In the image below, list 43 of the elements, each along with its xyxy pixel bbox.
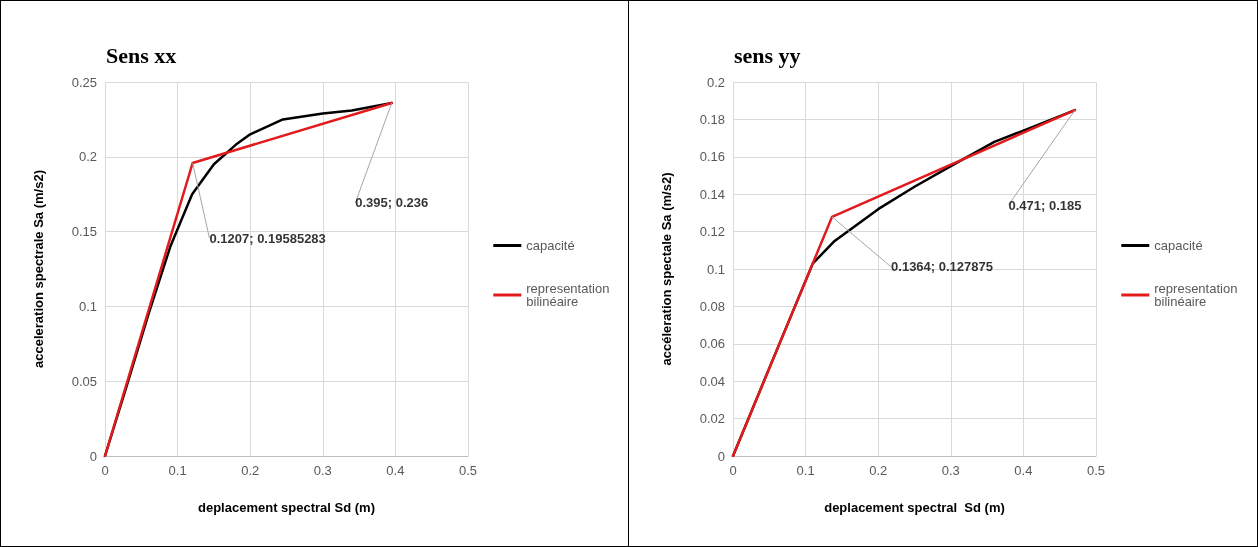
y-tick-label: 0.08 — [699, 298, 725, 314]
y-tick-label: 0 — [89, 448, 97, 464]
x-tick-label: 0 — [729, 463, 737, 478]
x-tick-label: 0.5 — [458, 463, 478, 478]
y-tick-label: 0.06 — [699, 336, 725, 352]
y-tick-label: 0.15 — [71, 224, 97, 240]
chart-title: sens yy — [734, 42, 801, 68]
y-tick-label: 0.02 — [699, 411, 725, 427]
annotation: 0.1364; 0.127875 — [891, 259, 993, 275]
y-tick-label: 0 — [717, 448, 725, 464]
legend-label: representation bilinéaire — [1154, 281, 1242, 309]
y-tick-label: 0.2 — [78, 149, 97, 165]
legend-label: representation bilinéaire — [526, 281, 614, 309]
annotation: 0.395; 0.236 — [355, 195, 429, 211]
y-axis-title: accéleration spectale Sa (m/s2) — [659, 172, 674, 366]
x-tick-label: 0.5 — [1086, 463, 1106, 478]
x-tick-label: 0.2 — [869, 463, 888, 478]
y-tick-label: 0.2 — [706, 74, 725, 90]
x-axis-title: deplacement spectral Sd (m) — [198, 500, 375, 515]
y-tick-label: 0.14 — [699, 186, 725, 202]
y-tick-label: 0.1 — [78, 298, 97, 314]
y-tick-label: 0.18 — [699, 111, 725, 127]
y-tick-label: 0.25 — [71, 74, 97, 90]
x-tick-label: 0.4 — [1014, 463, 1033, 478]
x-tick-label: 0.3 — [941, 463, 960, 478]
x-tick-label: 0.1 — [796, 463, 815, 478]
x-tick-label: 0.1 — [168, 463, 187, 478]
legend-label: capacité — [1154, 238, 1203, 253]
x-tick-label: 0.3 — [313, 463, 332, 478]
y-axis-title: acceleration spectrale Sa (m/s2) — [31, 170, 46, 368]
x-axis-title: deplacement spectral Sd (m) — [824, 500, 1005, 515]
x-tick-label: 0 — [101, 463, 109, 478]
annotation: 0.1207; 0.19585283 — [209, 230, 326, 246]
legend-label: capacité — [526, 238, 575, 253]
annotation: 0.471; 0.185 — [1008, 197, 1082, 213]
x-tick-label: 0.4 — [386, 463, 405, 478]
y-tick-label: 0.1 — [706, 261, 725, 277]
x-tick-label: 0.2 — [241, 463, 260, 478]
y-tick-label: 0.05 — [71, 373, 97, 389]
y-tick-label: 0.04 — [699, 373, 725, 389]
y-tick-label: 0.16 — [699, 149, 725, 165]
chart-title: Sens xx — [106, 42, 177, 68]
y-tick-label: 0.12 — [699, 224, 725, 240]
